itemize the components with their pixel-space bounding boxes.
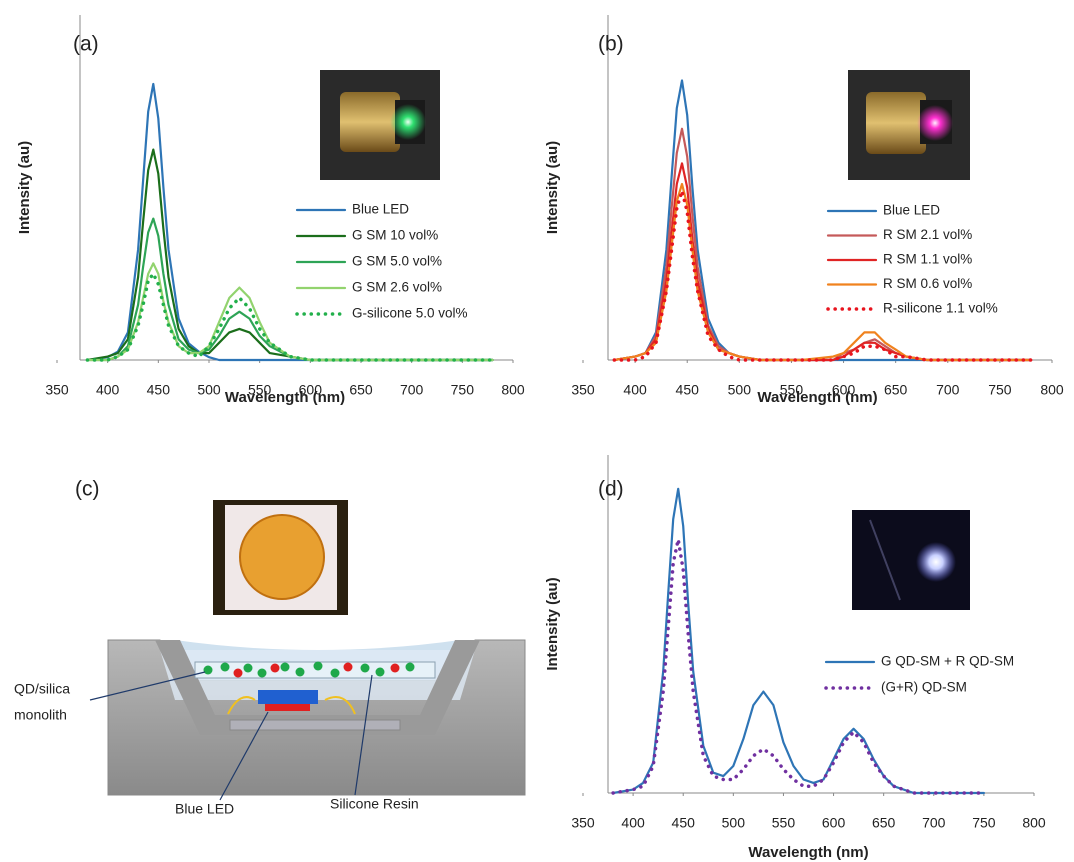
x-axis-label: Wavelength (nm) <box>748 844 868 861</box>
x-tick-label: 750 <box>972 815 996 831</box>
x-tick-label: 800 <box>501 382 525 398</box>
x-tick-label: 700 <box>400 382 424 398</box>
panel-label: (d) <box>598 478 624 501</box>
x-tick-label: 750 <box>988 382 1012 398</box>
x-tick-label: 550 <box>772 815 796 831</box>
x-tick-label: 400 <box>623 382 647 398</box>
x-tick-label: 700 <box>922 815 946 831</box>
x-tick-label: 650 <box>872 815 896 831</box>
x-tick-label: 450 <box>676 382 700 398</box>
diagram-c: (c) QD/silica monolith Blue LED Silicone… <box>14 478 525 817</box>
x-tick-label: 400 <box>96 382 120 398</box>
x-tick-label: 500 <box>722 815 746 831</box>
legend-label: R SM 2.1 vol% <box>883 227 972 242</box>
y-axis-label: Intensity (au) <box>544 577 561 670</box>
x-tick-label: 350 <box>45 382 69 398</box>
legend-label: Blue LED <box>883 203 940 218</box>
y-axis-label: Intensity (au) <box>16 141 33 234</box>
x-tick-label: 750 <box>451 382 475 398</box>
photo-d <box>852 510 970 610</box>
x-tick-label: 700 <box>936 382 960 398</box>
x-tick-label: 400 <box>621 815 645 831</box>
figure: (c) QD/silica monolith Blue LED Silicone… <box>0 0 1074 862</box>
x-axis-label: Wavelength (nm) <box>225 389 345 406</box>
legend-label: R SM 0.6 vol% <box>883 276 972 291</box>
x-axis-label: Wavelength (nm) <box>757 389 877 406</box>
x-tick-label: 450 <box>147 382 171 398</box>
legend-label: G SM 5.0 vol% <box>352 254 442 269</box>
led-label: Blue LED <box>175 801 234 817</box>
x-tick-label: 350 <box>571 815 595 831</box>
x-tick-label: 600 <box>822 815 846 831</box>
y-axis-label: Intensity (au) <box>544 141 561 234</box>
resin-label: Silicone Resin <box>330 796 419 812</box>
chart: 350 400 450 500 550 600 650 700 750 800 (d) Wavelen… <box>544 455 1046 861</box>
legend-label: R-silicone 1.1 vol% <box>883 301 998 316</box>
legend-label: G SM 2.6 vol% <box>352 280 442 295</box>
x-tick-label: 500 <box>728 382 752 398</box>
panel-label: (c) <box>75 478 100 501</box>
x-tick-label: 500 <box>197 382 221 398</box>
photo-a <box>320 70 440 180</box>
x-tick-label: 800 <box>1040 382 1064 398</box>
x-tick-label: 800 <box>1022 815 1046 831</box>
monolith-label: monolith <box>14 707 67 723</box>
legend-label: Blue LED <box>352 202 409 217</box>
legend-label: R SM 1.1 vol% <box>883 252 972 267</box>
panel-label: (b) <box>598 33 624 56</box>
legend-label: (G+R) QD-SM <box>881 680 967 695</box>
x-tick-label: 450 <box>672 815 696 831</box>
monolith-label: QD/silica <box>14 681 70 697</box>
legend-label: G SM 10 vol% <box>352 228 438 243</box>
panel-label: (a) <box>73 33 99 56</box>
legend-label: G-silicone 5.0 vol% <box>352 306 468 321</box>
x-tick-label: 650 <box>349 382 373 398</box>
legend-label: G QD-SM + R QD-SM <box>881 654 1014 669</box>
x-tick-label: 650 <box>884 382 908 398</box>
x-tick-label: 350 <box>571 382 595 398</box>
photo-b <box>848 70 970 180</box>
